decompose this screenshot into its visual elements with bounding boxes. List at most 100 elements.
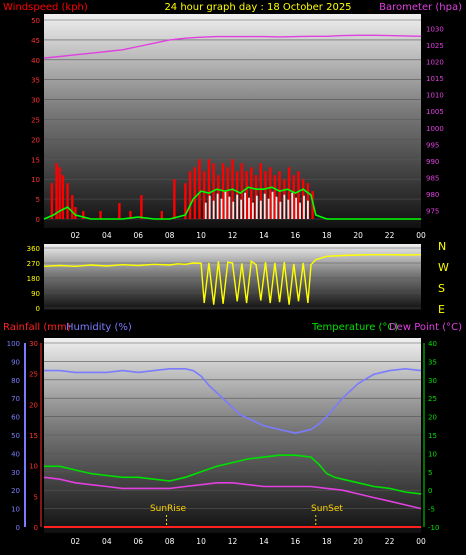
humidity-tick-label: 60 bbox=[11, 414, 20, 422]
gust-bar bbox=[291, 192, 294, 219]
wind-tick-label: 20 bbox=[31, 136, 40, 144]
humidity-tick-label: 0 bbox=[16, 524, 20, 532]
rainfall-tick-label: 10 bbox=[29, 463, 38, 471]
humidity-tick-label: 70 bbox=[11, 395, 20, 403]
humidity-tick-label: 50 bbox=[11, 432, 20, 440]
wind-x-tick-label: 22 bbox=[385, 231, 395, 240]
compass-label-w: W bbox=[438, 261, 449, 274]
gust-bar bbox=[204, 202, 207, 219]
direction-tick-label: 90 bbox=[31, 290, 40, 298]
windspeed-bar bbox=[71, 195, 74, 219]
rainfall-tick-label: 25 bbox=[29, 371, 38, 379]
humidity-tick-label: 10 bbox=[11, 506, 20, 514]
windspeed-bar bbox=[99, 211, 102, 219]
gust-bar bbox=[259, 200, 262, 219]
temperature-tick-label: 35 bbox=[428, 358, 437, 366]
gust-bar bbox=[287, 199, 290, 219]
wind-x-tick-label: 06 bbox=[133, 231, 143, 240]
barometer-tick-label: 1025 bbox=[426, 42, 444, 50]
barometer-line bbox=[43, 34, 422, 59]
temperature-tick-label: 40 bbox=[428, 340, 437, 348]
temperature-axis-title: Temperature (°C) bbox=[311, 322, 398, 333]
rainfall-tick-label: 0 bbox=[34, 524, 38, 532]
gust-bar bbox=[236, 194, 239, 219]
humidity-tick-label: 30 bbox=[11, 469, 20, 477]
climate-x-tick-label: 06 bbox=[133, 537, 143, 546]
windspeed-bar bbox=[129, 211, 132, 219]
windspeed-bar bbox=[203, 171, 206, 219]
windspeed-bar bbox=[193, 167, 196, 219]
climate-x-tick-label: 04 bbox=[102, 537, 112, 546]
wind-x-tick-label: 08 bbox=[165, 231, 175, 240]
rainfall-axis-title: Rainfall (mm) bbox=[3, 322, 71, 333]
wind-average-line bbox=[43, 186, 421, 220]
wind-tick-label: 10 bbox=[31, 176, 40, 184]
gust-bar bbox=[299, 202, 301, 219]
windspeed-bar bbox=[292, 175, 295, 219]
wind-x-tick-label: 04 bbox=[102, 231, 112, 240]
windspeed-bar bbox=[250, 167, 253, 219]
barometer-tick-label: 980 bbox=[426, 191, 439, 199]
humidity-line bbox=[44, 367, 422, 435]
climate-x-tick-label: 18 bbox=[322, 537, 332, 546]
dewpoint-axis-title: Dew Point (°C) bbox=[389, 322, 462, 333]
gust-bar bbox=[283, 194, 286, 219]
barometer-tick-label: 1010 bbox=[426, 92, 444, 100]
gust-bar bbox=[212, 200, 215, 219]
humidity-tick-label: 90 bbox=[11, 358, 20, 366]
wind-x-tick-label: 12 bbox=[228, 231, 238, 240]
barometer-tick-label: 1020 bbox=[426, 58, 444, 66]
temperature-tick-label: 10 bbox=[428, 450, 437, 458]
gust-bar bbox=[240, 199, 243, 219]
temperature-tick-label: 30 bbox=[428, 377, 437, 385]
rainfall-tick-label: 20 bbox=[29, 401, 38, 409]
wind-tick-label: 35 bbox=[31, 77, 40, 85]
climate-panel-background bbox=[44, 338, 421, 533]
rainfall-tick-label: 5 bbox=[34, 493, 38, 501]
windspeed-bar bbox=[160, 211, 164, 219]
windspeed-bar bbox=[82, 211, 85, 219]
wind-tick-label: 25 bbox=[31, 117, 40, 125]
compass-label-s: S bbox=[438, 282, 445, 295]
gust-bar bbox=[228, 196, 231, 219]
windspeed-bar bbox=[207, 159, 211, 219]
gust-bar bbox=[303, 195, 305, 219]
wind-tick-label: 0 bbox=[36, 216, 40, 224]
wind-x-tick-label: 18 bbox=[322, 231, 332, 240]
barometer-tick-label: 995 bbox=[426, 141, 439, 149]
rainfall-tick-label: 30 bbox=[29, 340, 38, 348]
barometer-tick-label: 975 bbox=[426, 208, 439, 216]
humidity-tick-label: 100 bbox=[7, 340, 20, 348]
gust-bar bbox=[232, 201, 235, 219]
barometer-tick-label: 990 bbox=[426, 158, 439, 166]
gust-bar bbox=[208, 195, 211, 219]
humidity-tick-label: 40 bbox=[11, 450, 20, 458]
windspeed-bar bbox=[278, 171, 281, 219]
wind-tick-label: 5 bbox=[36, 196, 40, 204]
wind-tick-label: 45 bbox=[31, 37, 40, 45]
temperature-line bbox=[44, 454, 422, 495]
gust-bar bbox=[295, 197, 298, 219]
gust-bar bbox=[279, 201, 282, 219]
compass-label-n-top: N bbox=[438, 240, 446, 253]
climate-x-tick-label: 20 bbox=[353, 537, 363, 546]
climate-x-tick-label: 10 bbox=[196, 537, 206, 546]
direction-tick-label: 180 bbox=[27, 275, 40, 283]
compass-label-e: E bbox=[438, 303, 445, 316]
windspeed-bar bbox=[273, 175, 277, 219]
climate-x-tick-label: 22 bbox=[385, 537, 395, 546]
gust-bar bbox=[307, 200, 309, 219]
chart-title: 24 hour graph day : 18 October 2025 bbox=[164, 2, 351, 13]
wind-x-tick-label: 16 bbox=[291, 231, 301, 240]
temperature-tick-label: -10 bbox=[428, 524, 439, 532]
windspeed-bar bbox=[66, 183, 69, 219]
windspeed-bar bbox=[188, 171, 192, 219]
barometer-tick-label: 1000 bbox=[426, 125, 444, 133]
sunrise-label: SunRise bbox=[150, 504, 187, 514]
barometer-tick-label: 1005 bbox=[426, 108, 444, 116]
gust-bar bbox=[263, 193, 266, 219]
windspeed-bar bbox=[259, 163, 262, 219]
gust-bar bbox=[244, 192, 246, 219]
gust-bar bbox=[216, 193, 219, 219]
